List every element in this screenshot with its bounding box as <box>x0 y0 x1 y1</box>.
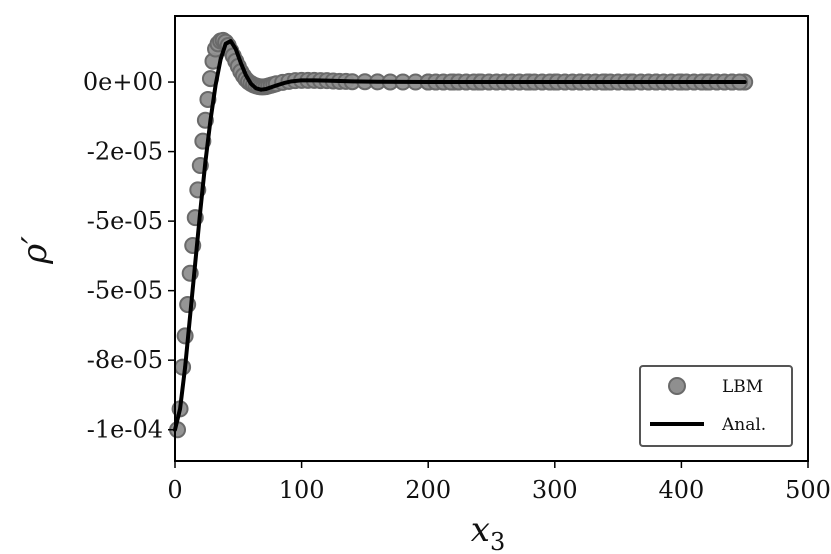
plot-area-frame <box>174 15 809 462</box>
x-tick-label: 300 <box>532 476 578 504</box>
y-tick-label: -5e-05 <box>87 207 163 235</box>
legend-analytical-label: Anal. <box>721 415 766 435</box>
legend: LBM Anal. <box>639 365 793 447</box>
x-axis-label-main: x <box>471 510 490 550</box>
y-tick-label: -1e-04 <box>87 416 163 444</box>
x-axis: 0 100 200 300 400 500 <box>167 461 831 504</box>
analytical-series <box>173 39 747 432</box>
y-tick-label: -8e-05 <box>87 346 163 374</box>
legend-box <box>639 365 793 447</box>
x-tick-label: 100 <box>279 476 325 504</box>
legend-lbm-marker <box>668 377 686 395</box>
y-tick-label: -5e-05 <box>87 277 163 305</box>
x-axis-label-subscript: 3 <box>490 528 505 554</box>
legend-lbm-label: LBM <box>722 377 763 397</box>
analytical-line <box>173 39 747 432</box>
y-tick-label: 0e+00 <box>83 68 163 96</box>
x-tick-label: 500 <box>785 476 831 504</box>
y-tick-label: -2e-05 <box>87 138 163 166</box>
x-tick-label: 0 <box>167 476 182 504</box>
x-tick-label: 400 <box>658 476 704 504</box>
y-axis: 0e+00 -2e-05 -5e-05 -5e-05 -8e-05 -1e-04 <box>83 68 175 444</box>
x-axis-label: x3 <box>471 510 505 554</box>
y-axis-label: ρ′ <box>15 236 55 265</box>
x-tick-label: 200 <box>405 476 451 504</box>
